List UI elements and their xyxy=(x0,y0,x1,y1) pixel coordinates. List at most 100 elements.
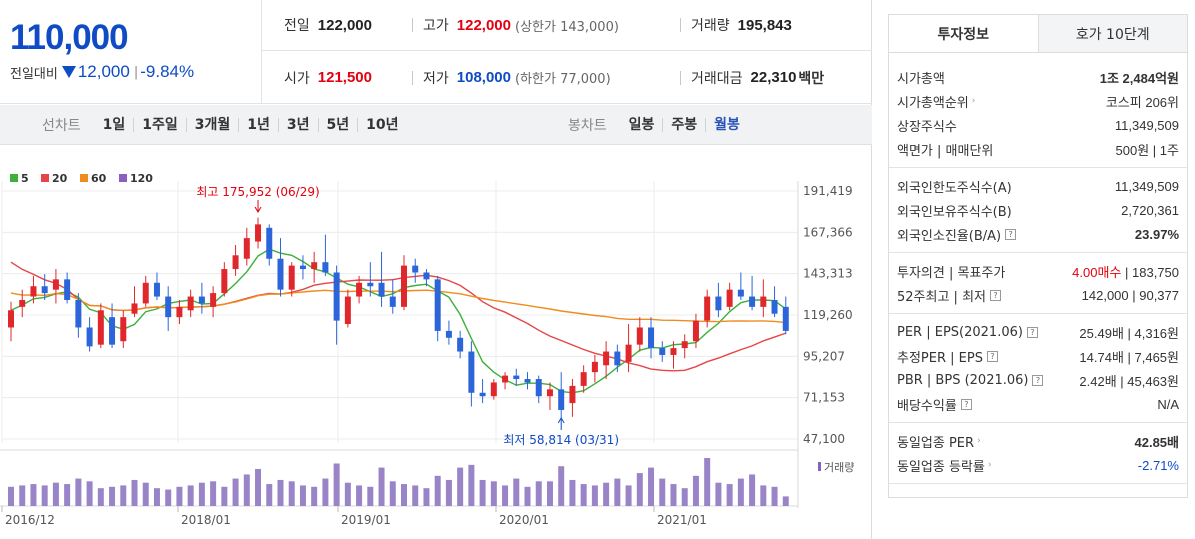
candle-body xyxy=(681,341,688,349)
candle-chart-title[interactable]: 봉차트 xyxy=(568,117,607,134)
chart-svg[interactable]: 5 20 60 120 최고 175,952 (06/29) 최저 58,814 (03… xyxy=(0,146,872,539)
stats-row-2: 시가 121,500 저가 108,000 (하한가 77,000) 거래대금 … xyxy=(262,52,872,103)
info-label: PER | EPS(2021.06)? xyxy=(897,325,1038,340)
volume-cell: 거래량 195,843 xyxy=(680,15,792,35)
volume-value: 195,843 xyxy=(737,16,792,34)
candle-body xyxy=(288,265,295,290)
candle-body xyxy=(344,296,351,325)
x-axis: 2016/12 2018/01 2019/01 2020/01 2021/01 xyxy=(1,506,707,527)
candle-body xyxy=(389,296,396,307)
info-row: 시가총액 1조 2,484억원 xyxy=(897,65,1179,89)
candle-body xyxy=(19,299,26,307)
info-body: 시가총액 1조 2,484억원 시가총액순위 › 코스피 206위 상장주식수 11,349… xyxy=(889,53,1187,484)
candle-body xyxy=(142,282,149,304)
info-value: 14.74배 | 7,465원 xyxy=(1079,349,1179,365)
low-annotation: 최저 58,814 (03/31) xyxy=(503,433,619,447)
volume-bar xyxy=(52,482,59,506)
info-row: 외국인보유주식수(B) 2,720,361 xyxy=(897,198,1179,222)
ma20-line xyxy=(10,261,787,372)
period-1w[interactable]: 1주일 xyxy=(133,117,186,132)
candle-body xyxy=(692,320,699,342)
period-5y[interactable]: 5년 xyxy=(317,117,358,132)
info-row: PER | EPS(2021.06)? 25.49배 | 4,316원 xyxy=(897,320,1179,344)
volume-bar xyxy=(681,488,688,506)
help-icon[interactable]: ? xyxy=(1005,228,1017,240)
candle-body xyxy=(153,282,160,297)
period-1d[interactable]: 1일 xyxy=(102,116,126,133)
volume-bar xyxy=(153,488,160,506)
candle-body xyxy=(243,238,250,259)
line-chart-title[interactable]: 선차트 xyxy=(42,117,81,134)
help-icon[interactable]: ? xyxy=(986,350,998,362)
low-label: 저가 xyxy=(423,70,449,87)
candle-body xyxy=(52,279,59,290)
legend-label: 60 xyxy=(91,172,107,185)
candle-monthly[interactable]: 월봉 xyxy=(705,117,748,132)
candle-body xyxy=(165,296,172,318)
volume-bar xyxy=(299,485,306,506)
volume-bar xyxy=(423,488,430,506)
candle-body xyxy=(782,306,789,331)
volume-legend-swatch xyxy=(818,462,821,471)
period-1y[interactable]: 1년 xyxy=(238,117,278,132)
legend-swatch xyxy=(10,174,18,182)
amount-value: 22,310 xyxy=(750,69,797,86)
period-3m[interactable]: 3개월 xyxy=(185,117,239,132)
candle-body xyxy=(255,224,262,242)
x-tick-label: 2019/01 xyxy=(341,513,391,527)
info-label: 외국인보유주식수(B) xyxy=(897,204,1012,220)
candle-body xyxy=(333,272,340,321)
chevron-right-icon[interactable]: › xyxy=(977,436,981,446)
help-icon[interactable]: ? xyxy=(960,398,972,410)
candle-weekly[interactable]: 주봉 xyxy=(662,117,705,132)
amount-label: 거래대금 xyxy=(691,70,743,87)
volume-bar xyxy=(726,484,733,506)
stock-chart[interactable]: 5 20 60 120 최고 175,952 (06/29) 최저 58,814 (03… xyxy=(0,146,872,539)
period-10y[interactable]: 10년 xyxy=(357,117,406,132)
tab-quote-10[interactable]: 호가 10단계 xyxy=(1037,15,1187,52)
info-value: 11,349,509 xyxy=(1114,178,1179,194)
info-label: 시가총액순위 › xyxy=(897,95,976,111)
info-row: 투자의견 | 목표주가 4.00매수 | 183,750 xyxy=(897,259,1179,283)
candle-body xyxy=(636,327,643,345)
volume-bar xyxy=(75,478,82,506)
volume-bar xyxy=(670,484,677,506)
candle-body xyxy=(299,265,306,270)
candle-body xyxy=(75,299,82,328)
volume-bar xyxy=(468,464,475,506)
high-value: 122,000 xyxy=(456,16,511,34)
candle-body xyxy=(131,303,138,314)
candle-body xyxy=(558,389,565,410)
tab-invest-info[interactable]: 투자정보 xyxy=(889,15,1038,52)
volume-bar xyxy=(41,485,48,506)
candles xyxy=(8,217,789,419)
period-3y[interactable]: 3년 xyxy=(277,117,318,132)
info-label: 액면가 | 매매단위 xyxy=(897,143,994,159)
amount-cell: 거래대금 22,310 백만 xyxy=(680,68,824,88)
high-cell: 고가 122,000 (상한가 143,000) xyxy=(412,15,619,35)
legend-label: 20 xyxy=(52,172,68,185)
info-label: 투자의견 | 목표주가 xyxy=(897,265,1006,281)
line-chart-periods: 선차트 1일 1주일 3개월 1년 3년 5년 10년 xyxy=(42,115,407,135)
divider xyxy=(412,70,413,85)
chevron-right-icon[interactable]: › xyxy=(987,460,992,470)
volume-bar xyxy=(479,479,486,506)
stock-summary-panel: 110,000 전일대비 12,000 | -9.84% 전일 122,000 … xyxy=(0,0,872,539)
chevron-right-icon[interactable]: › xyxy=(971,96,976,106)
help-icon[interactable]: ? xyxy=(1026,326,1038,338)
divider xyxy=(680,18,681,32)
volume-bar xyxy=(737,478,744,506)
help-icon[interactable]: ? xyxy=(1032,374,1044,386)
candle-daily[interactable]: 일봉 xyxy=(628,116,655,133)
info-row: 액면가 | 매매단위 500원 | 1주 xyxy=(897,137,1179,161)
candle-body xyxy=(760,296,767,307)
help-icon[interactable]: ? xyxy=(990,289,1001,301)
candle-body xyxy=(8,310,14,328)
volume-bar xyxy=(232,478,239,506)
y-tick-label: 119,260 xyxy=(803,308,853,322)
volume-bar xyxy=(255,468,262,506)
volume-bar xyxy=(704,458,711,506)
lower-limit: (하한가 77,000) xyxy=(515,72,611,87)
volume-bar xyxy=(502,485,509,506)
info-label: 동일업종 PER › xyxy=(897,435,981,451)
